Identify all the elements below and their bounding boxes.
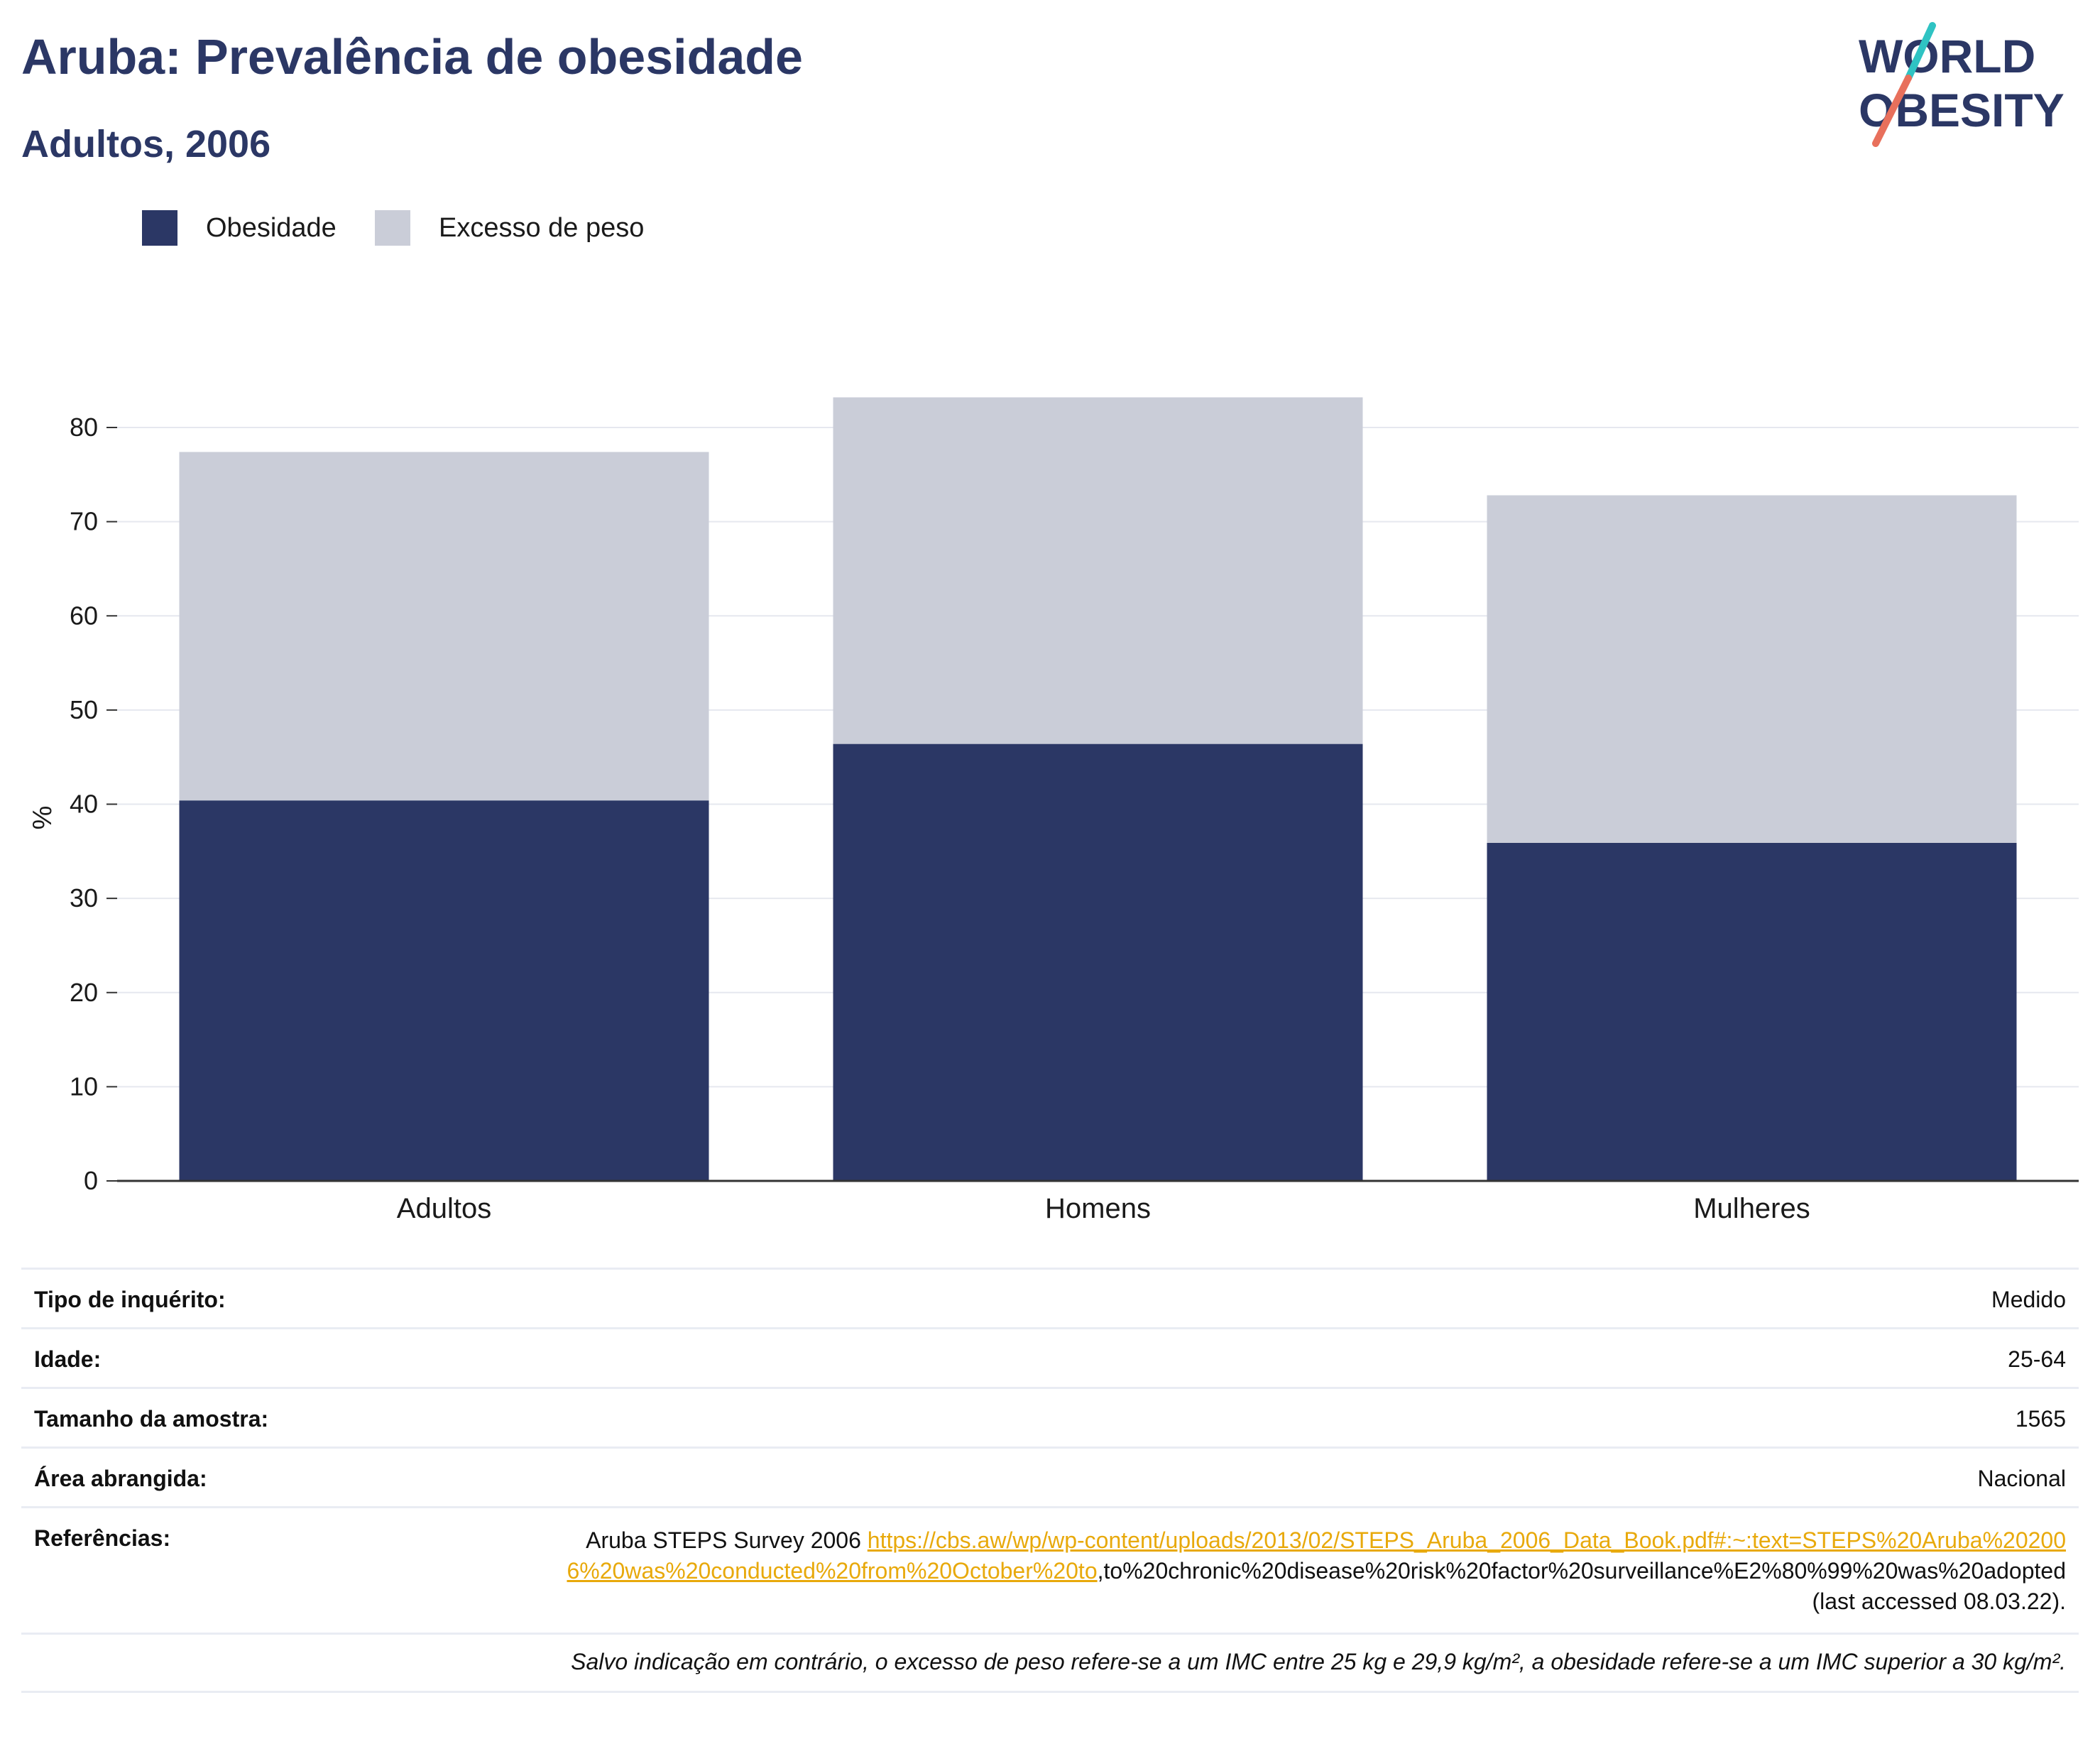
- legend-label-excesso-de-peso: Excesso de peso: [439, 213, 645, 243]
- info-value: Nacional: [1977, 1466, 2066, 1491]
- chart-subtitle: Adultos, 2006: [21, 123, 271, 165]
- reference-link[interactable]: https://cbs.aw/wp/wp-content/uploads/201…: [567, 1527, 2066, 1584]
- y-tick-label: 20: [70, 978, 98, 1007]
- info-value: 25-64: [2008, 1346, 2066, 1372]
- y-tick-label: 10: [70, 1072, 98, 1101]
- bar-mulheres-obesidade: [1487, 842, 2017, 1181]
- world-obesity-logo: WORLD OBESITY: [1859, 22, 2065, 147]
- footnote: Salvo indicação em contrário, o excesso …: [21, 1633, 2079, 1693]
- x-tick-label: Homens: [1045, 1193, 1151, 1224]
- logo-slash-coral: [1872, 75, 1912, 147]
- info-row-tipo: Tipo de inquérito: Medido: [21, 1268, 2079, 1327]
- info-row-area: Área abrangida: Nacional: [21, 1446, 2079, 1506]
- chart-title: Aruba: Prevalência de obesidade: [21, 29, 803, 85]
- info-label: Idade:: [34, 1346, 102, 1372]
- reference-prefix: Aruba STEPS Survey 2006: [586, 1527, 868, 1553]
- info-row-idade: Idade: 25-64: [21, 1327, 2079, 1387]
- bar-homens-obesidade: [833, 743, 1363, 1181]
- y-tick-label: 60: [70, 601, 98, 630]
- info-row-referencias: Referências: Aruba STEPS Survey 2006 htt…: [21, 1506, 2079, 1633]
- info-value: Medido: [1991, 1287, 2066, 1312]
- bar-chart: 0 10 20 30 40 50 60 70 80% Adultos Homens Mulheres: [28, 397, 2079, 1224]
- y-tick-label: 40: [70, 790, 98, 819]
- bar-homens-excesso-de-peso: [833, 397, 1363, 744]
- y-tick-label: 0: [84, 1166, 98, 1195]
- info-label: Tipo de inquérito:: [34, 1287, 226, 1312]
- y-tick-label: 80: [70, 413, 98, 442]
- logo-text-world: WORLD: [1859, 30, 2035, 82]
- legend-label-obesidade: Obesidade: [206, 213, 337, 243]
- bar-adultos-obesidade: [179, 800, 709, 1181]
- y-tick-label: 30: [70, 883, 98, 912]
- y-axis-label: %: [28, 806, 58, 830]
- reference-suffix: ,to%20chronic%20disease%20risk%20factor%…: [1097, 1558, 2066, 1614]
- info-label: Tamanho da amostra:: [34, 1406, 269, 1432]
- info-row-tamanho: Tamanho da amostra: 1565: [21, 1387, 2079, 1446]
- x-tick-label: Mulheres: [1693, 1193, 1810, 1224]
- survey-info-table: Tipo de inquérito: Medido Idade: 25-64 T…: [21, 1268, 2079, 1693]
- y-tick-label: 50: [70, 695, 98, 724]
- logo-slash-teal: [1905, 22, 1936, 82]
- legend-swatch-obesidade: [142, 210, 177, 246]
- bar-mulheres-excesso-de-peso: [1487, 495, 2017, 843]
- x-tick-label: Adultos: [397, 1193, 491, 1224]
- legend-swatch-excesso-de-peso: [375, 210, 410, 246]
- bar-adultos-excesso-de-peso: [179, 452, 709, 801]
- info-label: Referências:: [34, 1525, 171, 1551]
- y-tick-label: 70: [70, 507, 98, 536]
- info-value: 1565: [2015, 1406, 2066, 1432]
- references-text: Aruba STEPS Survey 2006 https://cbs.aw/w…: [561, 1525, 2066, 1617]
- info-label: Área abrangida:: [34, 1466, 207, 1491]
